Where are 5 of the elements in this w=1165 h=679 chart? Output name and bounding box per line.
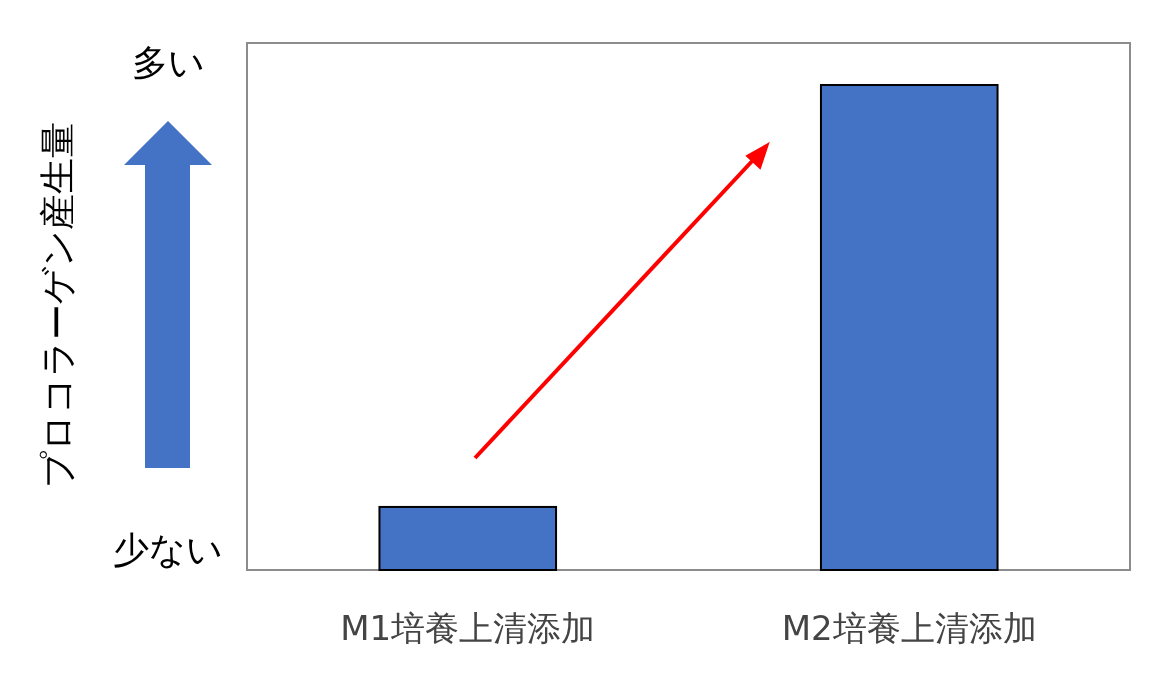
text: 多い bbox=[131, 42, 205, 83]
x-tick-label: M2培養上清添加 bbox=[781, 608, 1037, 648]
text: 少ない bbox=[113, 529, 223, 570]
y-axis-title: プロコラーゲン産生量 bbox=[37, 122, 78, 488]
x-tick-label: M1培養上清添加 bbox=[340, 608, 596, 648]
